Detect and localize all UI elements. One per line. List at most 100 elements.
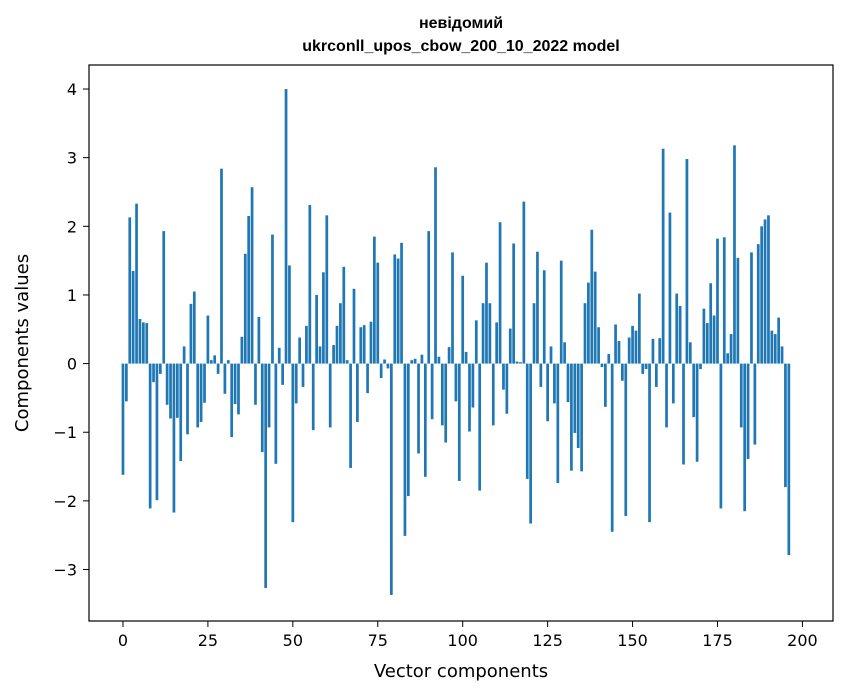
bar	[644, 363, 648, 370]
bar	[128, 217, 132, 364]
bar	[230, 363, 234, 438]
y-tick-label: 0	[67, 355, 77, 374]
bar	[522, 201, 526, 364]
bar	[739, 363, 743, 428]
bar	[474, 320, 478, 364]
bar	[767, 215, 770, 364]
bar	[373, 236, 376, 364]
bar	[648, 363, 651, 523]
bar	[396, 258, 400, 364]
bar	[580, 363, 583, 472]
bar	[539, 363, 543, 387]
bar	[743, 363, 747, 512]
bar	[600, 363, 604, 368]
bar	[386, 363, 390, 369]
bar	[311, 363, 315, 431]
bar	[152, 363, 155, 383]
bar	[233, 363, 237, 405]
y-tick-label: 4	[67, 80, 77, 99]
bar	[688, 342, 692, 364]
bar	[692, 363, 696, 418]
bar	[240, 336, 244, 364]
bar	[322, 272, 325, 364]
bar	[519, 362, 522, 364]
bar	[573, 363, 577, 433]
bar	[607, 353, 611, 364]
bar	[271, 234, 274, 364]
bar	[563, 342, 566, 364]
bar	[637, 293, 641, 364]
bar	[695, 363, 699, 462]
bar	[158, 363, 162, 374]
bar	[583, 303, 587, 364]
bar	[243, 253, 247, 364]
bar	[556, 363, 560, 484]
bar	[342, 266, 346, 364]
bar	[264, 363, 268, 589]
bar	[169, 363, 172, 419]
bar	[705, 323, 709, 364]
bar	[671, 363, 675, 404]
x-tick-label: 100	[447, 631, 478, 650]
y-tick-label: 2	[67, 217, 77, 236]
bar	[427, 231, 431, 364]
bar	[352, 288, 356, 364]
plot-frame	[88, 64, 834, 622]
bar	[454, 363, 458, 402]
bar	[186, 363, 189, 435]
bar	[702, 308, 706, 364]
bar	[464, 351, 468, 364]
bar	[332, 345, 335, 364]
bar	[325, 215, 329, 364]
bar	[712, 315, 716, 364]
bar	[209, 360, 213, 364]
bar	[410, 360, 414, 364]
bar	[529, 363, 533, 524]
bar	[461, 275, 465, 364]
bar	[485, 262, 488, 364]
bar	[532, 303, 536, 364]
bar	[434, 167, 437, 364]
bar	[247, 216, 251, 364]
bar	[440, 363, 444, 426]
bar	[512, 243, 516, 364]
bar	[546, 363, 549, 422]
x-tick-label: 175	[702, 631, 733, 650]
bar	[298, 337, 301, 364]
bar	[125, 363, 128, 402]
bar	[651, 338, 655, 364]
bar	[383, 359, 386, 364]
bar	[566, 363, 570, 403]
bar	[393, 254, 397, 364]
bar	[733, 145, 736, 364]
x-tick-label: 125	[532, 631, 563, 650]
bar	[267, 363, 271, 428]
bar	[631, 325, 634, 364]
bar	[369, 321, 373, 364]
bar	[148, 363, 152, 509]
bar	[294, 363, 298, 404]
bar	[780, 346, 784, 364]
bar	[787, 363, 791, 556]
bar	[570, 363, 573, 471]
bar	[362, 325, 366, 364]
bar	[634, 330, 638, 364]
bar	[709, 283, 713, 364]
bar	[614, 324, 617, 364]
bar	[155, 363, 159, 501]
bar	[359, 327, 363, 364]
bar	[784, 363, 787, 488]
bar	[345, 360, 349, 364]
bar	[250, 187, 254, 364]
bar	[508, 328, 512, 364]
bar	[587, 282, 590, 364]
bar	[746, 363, 750, 460]
bar	[175, 363, 179, 418]
bar	[203, 363, 206, 403]
bar	[699, 363, 702, 370]
bar	[716, 238, 719, 364]
bar	[284, 89, 288, 364]
bar	[468, 363, 471, 432]
bar	[301, 363, 305, 387]
